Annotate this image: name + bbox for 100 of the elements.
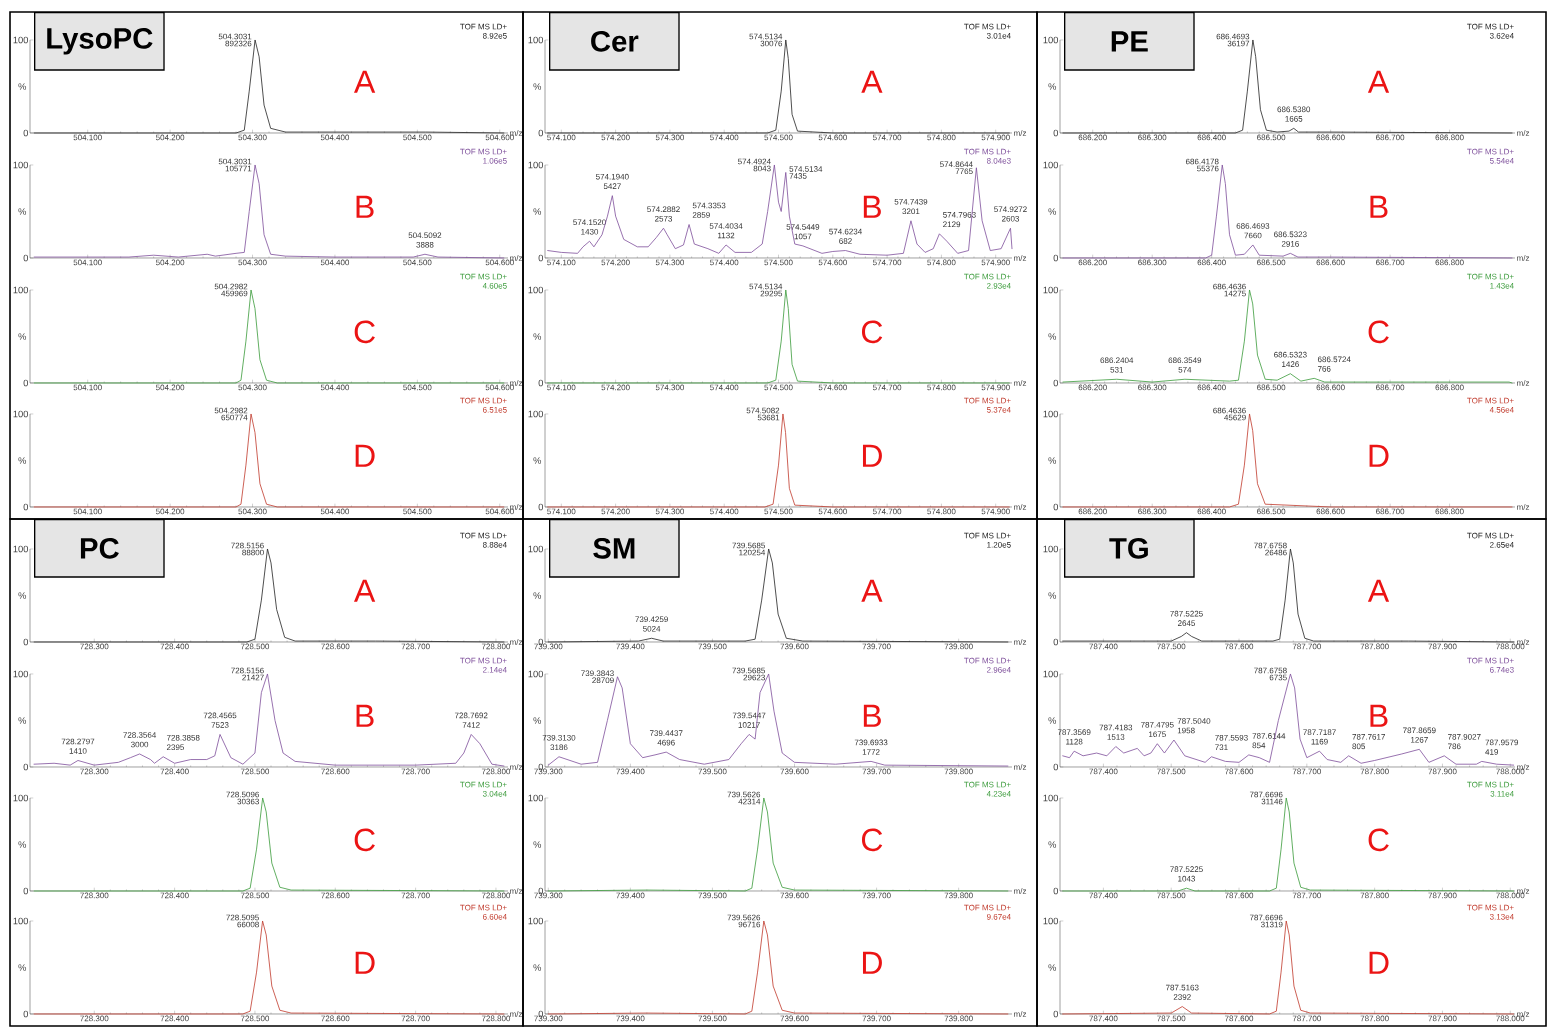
text: 2.65e4 [1490, 541, 1514, 548]
text: 5.54e4 [1489, 158, 1514, 164]
annotation: C [1368, 828, 1389, 852]
x-tick-label: 574.300 [655, 384, 685, 391]
text: 8.92e5 [482, 32, 507, 39]
x-tick-label: 739.400 [616, 1015, 645, 1022]
annotation: 30363 [237, 798, 259, 805]
y-tick-label: 100 [1043, 917, 1059, 925]
annotation: A [1367, 579, 1390, 602]
text: TOF MS LD+ [1467, 148, 1514, 155]
x-tick-label: 728.700 [401, 768, 430, 775]
x-tick-label: 686.500 [1257, 384, 1286, 391]
text: 3.13e4 [1489, 913, 1514, 920]
annotation: 2859 [692, 212, 710, 218]
line-series [33, 920, 505, 1015]
annotation: 739.3130 [542, 734, 576, 741]
annotation: 787.6696 [1249, 914, 1283, 921]
annotation: 105771 [225, 165, 252, 172]
text: TOF MS LD+ [1467, 781, 1514, 788]
annotation: 787.8659 [1403, 727, 1436, 734]
x-tick-label: 504.400 [320, 259, 350, 266]
annotation: C [861, 828, 883, 852]
annotation: 739.5626 [727, 914, 761, 921]
y-tick-label: 0 [538, 503, 544, 511]
x-tick-label: 728.500 [240, 643, 270, 650]
text: 3.62e4 [1489, 32, 1514, 39]
x-tick-label: 574.200 [601, 259, 630, 266]
x-tick-label: 787.700 [1292, 643, 1321, 650]
line-series [33, 289, 505, 384]
annotation: 686.4636 [1213, 407, 1246, 414]
x-axis-title: m/z [1517, 888, 1530, 894]
y-axis-title: % [533, 83, 542, 90]
y-axis-title: % [1048, 964, 1057, 971]
x-tick-label: 574.100 [547, 508, 576, 515]
text: 2.96e4 [987, 666, 1011, 673]
x-tick-label: 728.600 [321, 768, 350, 775]
y-tick-label: 100 [13, 410, 29, 418]
annotation: D [862, 951, 882, 974]
x-axis-title: m/z [1517, 130, 1530, 136]
x-tick-label: 686.400 [1197, 259, 1226, 266]
y-tick-label: 0 [538, 254, 544, 262]
x-tick-label: 728.700 [401, 643, 430, 650]
y-tick-label: 0 [1053, 129, 1059, 137]
y-tick-label: 100 [528, 161, 544, 169]
text: TOF MS LD+ [1467, 273, 1514, 280]
y-tick-label: 100 [1043, 36, 1059, 44]
x-tick-label: 686.700 [1376, 508, 1405, 515]
text: TOF MS LD+ [964, 657, 1011, 664]
x-axis-title: m/z [510, 639, 523, 645]
annotation: 1057 [794, 233, 812, 240]
line-series [547, 289, 1010, 384]
annotation: A [861, 579, 883, 602]
annotation: 787.7187 [1303, 729, 1336, 736]
x-tick-label: 686.400 [1197, 134, 1226, 141]
annotation: 3000 [131, 741, 149, 748]
x-tick-label: 787.900 [1428, 643, 1457, 650]
x-tick-label: 686.600 [1316, 508, 1345, 515]
x-tick-label: 787.400 [1089, 768, 1118, 775]
line-series [547, 920, 1009, 1015]
annotation: 787.6696 [1249, 791, 1283, 798]
annotation: 459969 [221, 290, 248, 297]
x-tick-label: 574.200 [601, 384, 630, 391]
annotation: 787.5040 [1177, 718, 1211, 724]
x-tick-label: 787.800 [1360, 643, 1389, 650]
annotation: 787.9579 [1485, 739, 1519, 746]
annotation: 419 [1485, 749, 1499, 755]
x-axis-title: m/z [1014, 130, 1027, 136]
annotation: 6735 [1269, 674, 1287, 681]
x-axis-title: m/z [510, 888, 523, 894]
text: 4.56e4 [1489, 406, 1514, 413]
x-tick-label: 574.900 [981, 384, 1010, 391]
annotation: 739.4259 [635, 616, 668, 623]
annotation: 5427 [603, 183, 621, 190]
x-tick-label: 504.200 [155, 259, 185, 266]
y-axis-title: % [533, 592, 542, 599]
x-tick-label: 787.500 [1157, 768, 1186, 775]
x-axis-title: m/z [1014, 504, 1027, 510]
text: 6.60e4 [483, 913, 507, 920]
x-tick-label: 739.600 [780, 1015, 809, 1022]
x-axis-title: m/z [510, 764, 523, 770]
line-series [1062, 797, 1515, 892]
y-tick-label: 0 [1053, 254, 1059, 262]
x-tick-label: 574.700 [872, 384, 902, 391]
annotation: 574.4924 [737, 158, 771, 165]
x-tick-label: 574.400 [710, 384, 739, 391]
text: 4.60e5 [482, 282, 507, 289]
annotation: 21427 [242, 674, 264, 681]
annotation: 686.5724 [1317, 356, 1351, 363]
annotation: 1267 [1411, 736, 1428, 743]
text: 3.11e4 [1490, 790, 1514, 797]
annotation: 55376 [1196, 165, 1219, 172]
x-tick-label: 788.000 [1496, 892, 1525, 899]
text: 3.04e4 [482, 790, 507, 797]
chart-title: PE [1111, 31, 1148, 52]
x-tick-label: 739.800 [944, 892, 973, 899]
x-tick-label: 739.700 [862, 643, 891, 650]
x-tick-label: 504.500 [403, 259, 432, 266]
text: TOF MS LD+ [964, 273, 1011, 280]
text: TOF MS LD+ [1467, 904, 1514, 911]
annotation: 739.6933 [854, 739, 888, 746]
